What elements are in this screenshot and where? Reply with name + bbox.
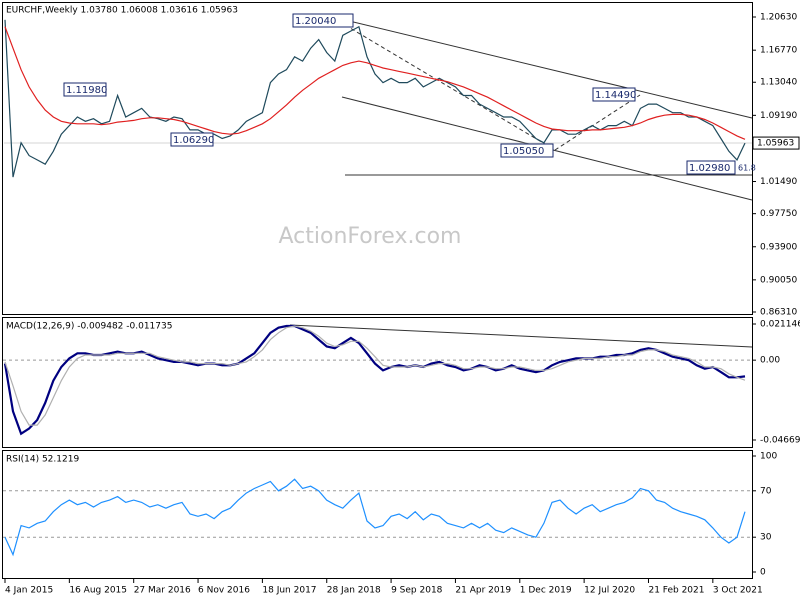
annotation-box: [63, 82, 107, 97]
annotation: 1.11980: [66, 85, 107, 96]
annotation-box: [592, 87, 636, 102]
rsi-title: RSI(14) 52.1219: [6, 455, 79, 465]
chart-title: EURCHF,Weekly 1.03780 1.06008 1.03616 1.…: [6, 6, 238, 16]
channel-top: [344, 19, 753, 119]
annotation-box: [292, 13, 354, 28]
y-tick-label: 0.021146: [760, 320, 800, 330]
annotation-box: [686, 160, 736, 175]
y-tick-label: 0.86310: [760, 308, 797, 318]
watermark: ActionForex.com: [279, 224, 462, 249]
series-line: [4, 26, 746, 140]
macd-trendline: [289, 324, 753, 348]
series-line: [4, 19, 746, 178]
y-tick-label: 100: [760, 452, 777, 462]
price-marker-label: 1.05963: [757, 139, 794, 149]
x-tick-label: 12 Jul 2020: [584, 586, 635, 596]
x-tick-label: 9 Sep 2018: [391, 586, 443, 596]
y-tick-label: 1.09190: [760, 111, 797, 121]
annotation-box: [500, 143, 554, 158]
rsi-panel: [2, 450, 753, 579]
x-tick-label: 21 Apr 2019: [455, 586, 511, 596]
y-tick-label: 0.90050: [760, 275, 797, 285]
y-tick-label: -0.046699: [760, 436, 800, 446]
y-tick-label: 0.97750: [760, 209, 797, 219]
y-tick-label: 0.00: [760, 356, 780, 366]
series-line: [4, 478, 746, 557]
fib-line: [554, 94, 641, 151]
x-tick-label: 16 Aug 2015: [69, 586, 127, 596]
x-tick-label: 21 Feb 2021: [648, 586, 704, 596]
x-tick-label: 1 Dec 2019: [520, 586, 572, 596]
macd-title: MACD(12,26,9) -0.009482 -0.011735: [6, 322, 172, 332]
y-tick-label: 1.13040: [760, 78, 797, 88]
annotation: 1.06290: [173, 135, 214, 146]
annotation: 1.20040: [295, 16, 336, 27]
y-tick-label: 70: [760, 486, 772, 496]
x-tick-label: 27 Mar 2016: [134, 586, 191, 596]
annotation-box: [170, 132, 214, 147]
annotation: 61.8: [738, 164, 756, 173]
x-tick-label: 18 Jun 2017: [262, 586, 316, 596]
x-tick-label: 28 Jan 2018: [327, 586, 381, 596]
y-tick-label: 0.93900: [760, 242, 797, 252]
annotation: 1.05050: [503, 146, 544, 157]
price-panel: [2, 2, 753, 315]
y-tick-label: 1.01490: [760, 177, 797, 187]
x-tick-label: 6 Nov 2016: [198, 586, 250, 596]
x-tick-label: 4 Jan 2015: [5, 586, 53, 596]
series-line: [4, 325, 746, 426]
y-tick-label: 1.20630: [760, 13, 797, 23]
y-tick-label: 30: [760, 533, 772, 543]
macd-panel: [2, 317, 753, 448]
annotation: 1.02980: [689, 163, 730, 174]
fib-line: [344, 24, 556, 151]
x-tick-label: 3 Oct 2021: [713, 586, 763, 596]
y-tick-label: 1.16770: [760, 46, 797, 56]
price-marker: [752, 136, 800, 150]
annotation: 1.14490: [595, 90, 636, 101]
y-tick-label: 0: [760, 568, 766, 578]
